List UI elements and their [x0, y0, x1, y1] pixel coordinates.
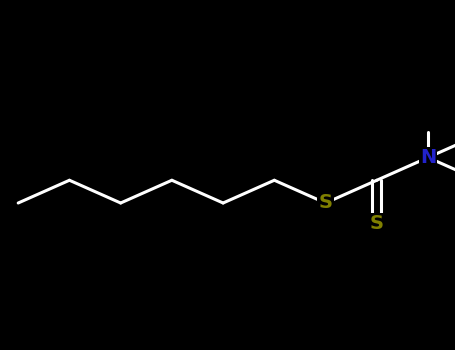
Text: S: S — [318, 194, 333, 212]
Text: S: S — [370, 214, 384, 233]
Text: N: N — [420, 148, 436, 167]
